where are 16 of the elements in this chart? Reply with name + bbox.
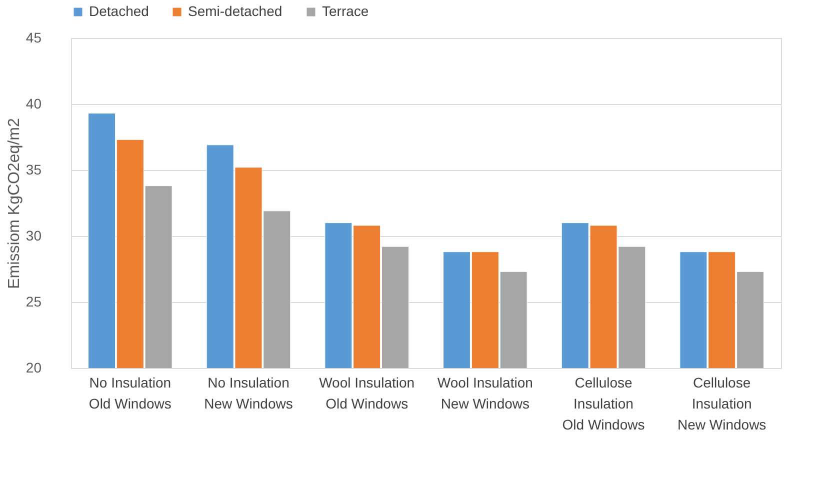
x-tick-label: No Insulation New Windows: [204, 374, 293, 412]
legend-label: Semi-detached: [188, 3, 282, 19]
legend-label: Terrace: [322, 3, 369, 19]
y-tick-label: 40: [26, 96, 42, 112]
x-tick-label: Cellulose Insulation Old Windows: [562, 374, 645, 432]
legend-label: Detached: [89, 3, 149, 19]
y-axis-title: Emissiom KgCO2eq/m2: [6, 118, 23, 289]
y-tick-label: 20: [26, 360, 42, 376]
x-tick-label: Wool Insulation New Windows: [437, 374, 533, 412]
x-tick-label: No Insulation Old Windows: [88, 374, 172, 412]
y-tick-label: 30: [26, 228, 42, 244]
y-tick-label: 45: [26, 30, 42, 46]
x-tick-label: Wool Insulation Old Windows: [319, 374, 415, 412]
x-tick-label: Cellulose Insulation New Windows: [677, 374, 766, 432]
y-tick-label: 25: [26, 294, 42, 310]
y-tick-label: 35: [26, 162, 42, 178]
